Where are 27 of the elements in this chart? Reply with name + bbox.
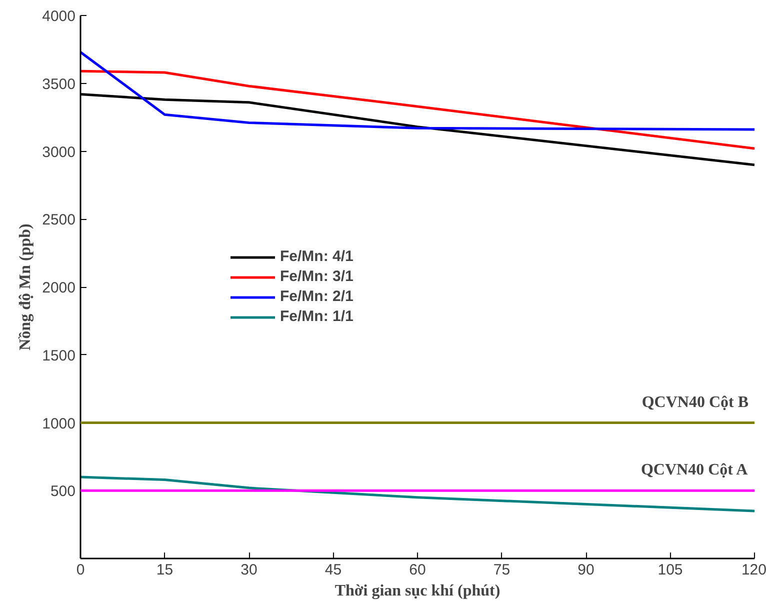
line-series: [80, 50, 754, 131]
x-tick-label: 0: [76, 562, 85, 578]
x-tick-label: 75: [493, 562, 510, 578]
legend-label: Fe/Mn: 3/1: [280, 268, 354, 285]
ref-line-label: QCVN40 Cột B: [642, 394, 749, 411]
legend-label: Fe/Mn: 1/1: [280, 308, 354, 325]
y-tick-label: 3000: [42, 144, 76, 161]
y-tick-label: 3500: [42, 76, 76, 93]
x-tick-label: 30: [240, 562, 258, 578]
y-tick-label: 2000: [42, 280, 76, 296]
ref-line-label: QCVN40 Cột A: [640, 462, 748, 479]
line-series: [80, 70, 754, 150]
legend-label: Fe/Mn: 2/1: [280, 288, 354, 305]
x-tick-label: 60: [409, 562, 426, 578]
y-axis-title: Nồng độ Mn (ppb): [17, 224, 34, 350]
y-tick-label: 2500: [42, 212, 76, 229]
x-tick-label: 105: [658, 562, 683, 578]
y-tick-label: 4000: [42, 8, 76, 25]
legend-label: Fe/Mn: 4/1: [280, 248, 354, 265]
x-tick-label: 90: [578, 562, 594, 578]
x-tick-label: 15: [156, 562, 174, 578]
y-tick-label: 1000: [42, 415, 76, 432]
y-tick-label: 1500: [42, 347, 76, 364]
x-tick-label: 120: [741, 562, 766, 578]
y-tick-label: 500: [50, 483, 76, 500]
x-axis-title: Thời gian sục khí (phút): [334, 582, 500, 600]
x-tick-label: 45: [324, 562, 342, 578]
